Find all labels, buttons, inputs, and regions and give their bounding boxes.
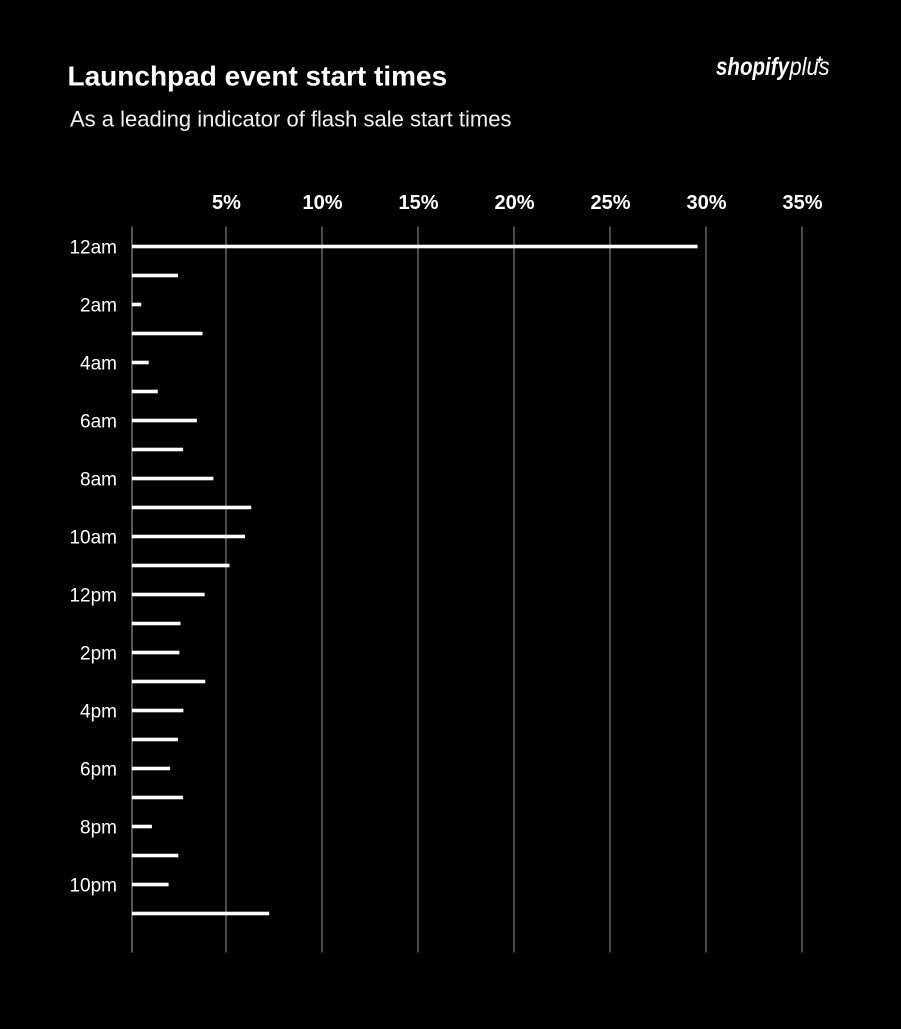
svg-text:12pm: 12pm — [69, 586, 117, 607]
svg-text:25%: 25% — [590, 192, 630, 214]
svg-text:12am: 12am — [69, 238, 117, 259]
svg-text:10am: 10am — [69, 528, 117, 549]
svg-text:4pm: 4pm — [80, 702, 117, 723]
svg-text:2pm: 2pm — [80, 644, 117, 665]
svg-text:30%: 30% — [686, 192, 726, 214]
svg-text:15%: 15% — [398, 192, 438, 214]
svg-text:plus: plus — [789, 53, 830, 81]
svg-text:8pm: 8pm — [80, 818, 117, 839]
svg-text:5%: 5% — [212, 192, 241, 214]
svg-text:10%: 10% — [302, 192, 342, 214]
svg-text:2am: 2am — [80, 296, 117, 317]
svg-text:20%: 20% — [494, 192, 534, 214]
svg-text:Launchpad event start times: Launchpad event start times — [68, 61, 448, 92]
svg-text:shopify: shopify — [716, 53, 790, 81]
svg-text:35%: 35% — [782, 192, 822, 214]
svg-text:8am: 8am — [80, 470, 117, 491]
svg-text:4am: 4am — [80, 354, 117, 375]
svg-text:6pm: 6pm — [80, 760, 117, 781]
svg-text:10pm: 10pm — [69, 876, 117, 897]
svg-text:As a leading indicator of flas: As a leading indicator of flash sale sta… — [70, 107, 511, 132]
svg-text:6am: 6am — [80, 412, 117, 433]
